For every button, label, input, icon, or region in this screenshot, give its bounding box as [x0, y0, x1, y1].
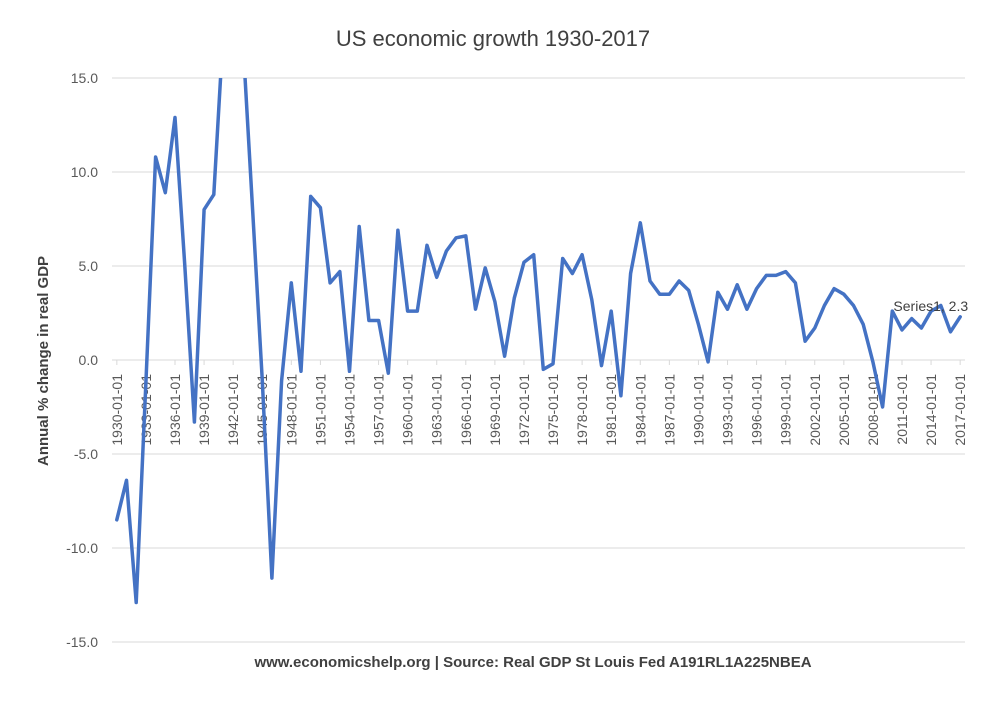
y-axis-title: Annual % change in real GDP — [35, 256, 52, 466]
y-axis-tick-labels: 15.0 10.0 5.0 0.0 -5.0 -10.0 -15.0 — [66, 70, 98, 650]
x-tick-label: 1954-01-01 — [341, 374, 357, 446]
x-tick-label: 1957-01-01 — [371, 374, 387, 446]
chart-title: US economic growth 1930-2017 — [336, 26, 650, 51]
x-tick-label: 1936-01-01 — [167, 374, 183, 446]
x-tick-label: 1984-01-01 — [632, 374, 648, 446]
x-tick-label: 1987-01-01 — [661, 374, 677, 446]
y-tick-label: -5.0 — [74, 446, 98, 462]
x-tick-label: 1996-01-01 — [749, 374, 765, 446]
x-tick-label: 2011-01-01 — [894, 374, 910, 445]
x-tick-label: 2017-01-01 — [952, 374, 968, 446]
data-series — [115, 78, 962, 605]
x-tick-label: 1942-01-01 — [225, 374, 241, 446]
y-tick-label: 15.0 — [71, 70, 98, 86]
y-tick-label: -15.0 — [66, 634, 98, 650]
x-tick-label: 1990-01-01 — [690, 374, 706, 446]
x-tick-label: 2014-01-01 — [923, 374, 939, 446]
x-tick-label: 1969-01-01 — [487, 374, 503, 446]
x-tick-label: 1939-01-01 — [196, 374, 212, 446]
series-line — [115, 78, 962, 605]
data-label: Series1, 2.3 — [893, 298, 968, 314]
x-tick-label: 1981-01-01 — [603, 374, 619, 446]
x-tick-label: 2008-01-01 — [865, 374, 881, 446]
source-note: www.economicshelp.org | Source: Real GDP… — [253, 654, 811, 671]
x-tick-label: 1951-01-01 — [312, 374, 328, 446]
x-tick-label: 2005-01-01 — [836, 374, 852, 446]
y-tick-label: 10.0 — [71, 164, 98, 180]
data-labels: Series1, 2.3 — [893, 298, 968, 314]
x-tick-label: 2002-01-01 — [807, 374, 823, 446]
y-tick-label: 0.0 — [79, 352, 99, 368]
x-tick-label: 1966-01-01 — [458, 374, 474, 446]
x-tick-label: 1948-01-01 — [283, 374, 299, 446]
x-tick-label: 1993-01-01 — [720, 374, 736, 446]
x-tick-label: 1930-01-01 — [109, 374, 125, 446]
y-tick-label: -10.0 — [66, 540, 98, 556]
x-tick-label: 1963-01-01 — [429, 374, 445, 446]
x-tick-label: 1999-01-01 — [778, 374, 794, 446]
x-axis-tick-labels: 1930-01-01 1933-01-01 1936-01-01 1939-01-01… — [109, 360, 968, 446]
x-tick-label: 1978-01-01 — [574, 374, 590, 446]
x-tick-label: 1975-01-01 — [545, 374, 561, 446]
x-tick-label: 1972-01-01 — [516, 374, 532, 446]
gridlines — [112, 77, 965, 643]
x-tick-label: 1960-01-01 — [400, 374, 416, 446]
y-tick-label: 5.0 — [79, 258, 99, 274]
